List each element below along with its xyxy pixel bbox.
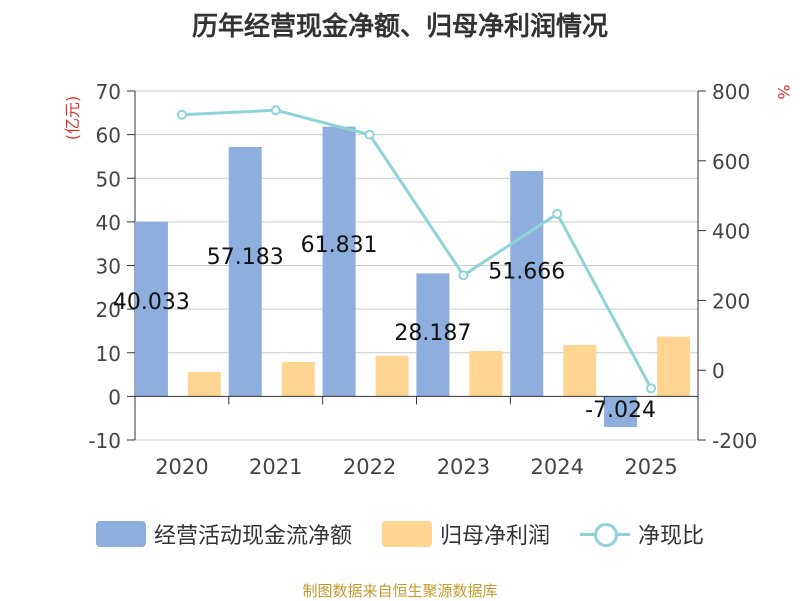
legend-item-net-profit[interactable]: 归母净利润 [381,518,550,550]
bar-cashflow-2025 [604,396,638,428]
right-axis: 800 600 400 200 0 -200 [697,80,757,453]
right-tick-label: 600 [712,150,750,174]
bar-cashflow-2020 [134,221,168,397]
legend-item-ratio[interactable]: 净现比 [580,518,704,550]
left-tick-label: -10 [88,429,121,453]
data-label-cashflow: -7.024 [585,398,656,423]
ratio-point-2024 [552,208,563,219]
data-label-cashflow: 28.187 [394,321,471,346]
x-tick-label: 2020 [155,455,208,479]
x-tick-label: 2021 [249,455,302,479]
legend-label-ratio: 净现比 [638,524,705,549]
bar-net-profit-2025 [657,336,691,397]
ratio-point-2021 [270,105,281,116]
right-tick-label: 400 [712,220,750,244]
bar-cashflow-2021 [228,146,262,397]
data-labels: 40.033 57.183 61.831 28.187 51.666 -7.024 [113,233,656,423]
bar-net-profit-2023 [469,351,503,397]
legend-label-cashflow: 经营活动现金流净额 [153,524,352,549]
right-tick-label: -200 [712,429,757,453]
chart-title: 历年经营现金净额、归母净利润情况 [191,12,608,42]
data-label-cashflow: 57.183 [207,245,284,270]
legend-item-cashflow[interactable]: 经营活动现金流净额 [95,518,352,550]
left-tick-label: 40 [96,211,121,235]
left-tick-label: 20 [96,298,121,322]
bar-cashflow-2024 [510,170,544,397]
left-tick-label: 70 [96,80,121,104]
left-tick-label: 30 [96,255,121,279]
ratio-point-2022 [364,129,375,140]
data-label-cashflow: 51.666 [488,260,565,285]
legend: 经营活动现金流净额 归母净利润 净现比 [0,518,800,550]
ratio-point-2025 [646,383,657,394]
x-axis: 2020 2021 2022 2023 2024 2025 [134,395,699,479]
x-tick-label: 2023 [437,455,490,479]
x-tick-label: 2024 [531,455,584,479]
left-axis-label: (亿元) [63,96,82,141]
ratio-point-2020 [176,109,187,120]
legend-swatch-cashflow [95,521,146,547]
x-tick-label: 2022 [343,455,396,479]
right-tick-label: 200 [712,289,750,313]
left-axis: 70 60 50 40 30 20 10 0 -10 [88,80,136,453]
left-tick-label: 10 [96,342,121,366]
left-tick-label: 50 [96,167,121,191]
source-note: 制图数据来自恒生聚源数据库 [302,582,498,600]
x-tick-label: 2025 [624,455,677,479]
right-axis-label: % [774,84,793,99]
data-label-cashflow: 40.033 [113,290,190,315]
right-tick-label: 800 [712,80,750,104]
ratio-line [176,105,657,394]
right-tick-label: 0 [712,359,725,383]
legend-swatch-net-profit [381,521,432,547]
left-tick-label: 0 [108,385,121,409]
bar-net-profit-2022 [375,355,409,397]
legend-swatch-ratio [580,521,630,547]
bar-net-profit-2020 [187,371,221,397]
data-label-cashflow: 61.831 [301,233,378,258]
ratio-polyline [181,108,653,390]
legend-label-net-profit: 归母净利润 [439,524,550,549]
left-tick-label: 60 [96,124,121,148]
bar-net-profit-2021 [281,361,315,397]
bar-cashflow-2022 [322,126,356,397]
bar-cashflow-2023 [416,273,450,397]
ratio-point-2023 [458,270,469,281]
bar-net-profit-2024 [563,344,597,397]
bars [134,126,691,428]
